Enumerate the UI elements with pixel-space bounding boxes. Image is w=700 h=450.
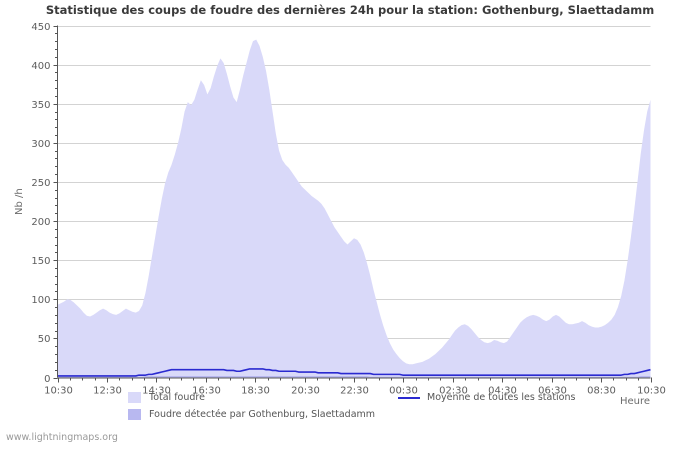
svg-text:150: 150 bbox=[31, 256, 50, 267]
legend-label-station-detected: Foudre détectée par Gothenburg, Slaettad… bbox=[149, 409, 376, 420]
legend-item-station-detected: Foudre détectée par Gothenburg, Slaettad… bbox=[128, 409, 375, 420]
svg-text:00:30: 00:30 bbox=[389, 386, 418, 397]
svg-text:20:30: 20:30 bbox=[291, 386, 320, 397]
svg-text:50: 50 bbox=[38, 334, 51, 345]
svg-text:10:30: 10:30 bbox=[637, 386, 666, 397]
svg-text:16:30: 16:30 bbox=[192, 386, 221, 397]
svg-text:250: 250 bbox=[31, 178, 50, 189]
footer-source-url: www.lightningmaps.org bbox=[6, 432, 118, 443]
svg-text:10:30: 10:30 bbox=[44, 386, 73, 397]
svg-text:350: 350 bbox=[31, 100, 50, 111]
legend-label-average-all-stations: Moyenne de toutes les stations bbox=[427, 392, 576, 403]
svg-text:08:30: 08:30 bbox=[587, 386, 616, 397]
svg-text:0: 0 bbox=[44, 374, 50, 385]
svg-text:06:30: 06:30 bbox=[538, 386, 567, 397]
svg-text:450: 450 bbox=[31, 22, 50, 33]
y-axis-tick-labels: 0 50 100 150 200 250 300 350 400 450 bbox=[31, 22, 50, 385]
svg-text:300: 300 bbox=[31, 139, 50, 150]
svg-text:22:30: 22:30 bbox=[340, 386, 369, 397]
y-axis-title: Nb /h bbox=[14, 188, 25, 215]
svg-text:14:30: 14:30 bbox=[142, 386, 171, 397]
legend-swatch-total-foudre bbox=[128, 392, 141, 403]
chart-legend: Total foudre Foudre détectée par Gothenb… bbox=[0, 392, 700, 428]
svg-text:18:30: 18:30 bbox=[241, 386, 270, 397]
svg-text:400: 400 bbox=[31, 61, 50, 72]
legend-swatch-station-detected bbox=[128, 409, 141, 420]
chart-title: Statistique des coups de foudre des dern… bbox=[45, 3, 655, 17]
legend-item-total-foudre: Total foudre bbox=[128, 392, 205, 403]
svg-text:12:30: 12:30 bbox=[93, 386, 122, 397]
legend-label-total-foudre: Total foudre bbox=[149, 392, 205, 403]
svg-text:02:30: 02:30 bbox=[439, 386, 468, 397]
area-series-layer bbox=[57, 39, 651, 378]
average-line-layer bbox=[57, 368, 651, 377]
svg-text:04:30: 04:30 bbox=[488, 386, 517, 397]
x-axis-tick-labels: 10:30 12:30 14:30 16:30 18:30 20:30 22:30 00:30… bbox=[44, 386, 666, 397]
legend-swatch-average-line bbox=[398, 396, 420, 399]
svg-text:200: 200 bbox=[31, 217, 50, 228]
legend-item-average-all-stations: Moyenne de toutes les stations bbox=[398, 392, 575, 403]
svg-text:100: 100 bbox=[31, 295, 50, 306]
x-axis-title: Heure bbox=[620, 396, 651, 407]
axis-layer bbox=[53, 25, 652, 383]
